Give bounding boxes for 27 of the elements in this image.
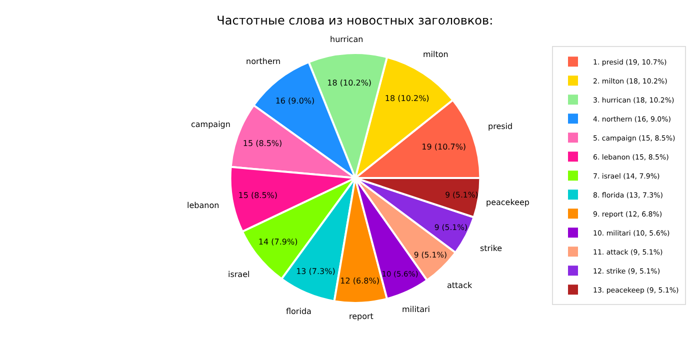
text: report <box>349 312 374 321</box>
text: peacekeep <box>486 198 530 207</box>
data-label: 14 (7.9%) <box>258 238 298 247</box>
chart-title: Частотные слова из новостных заголовков: <box>216 13 494 28</box>
text: presid <box>488 122 513 131</box>
data-label: 9 (5.1%) <box>434 223 468 232</box>
data-label: 16 (9.0%) <box>275 96 315 106</box>
text: northern <box>246 57 281 66</box>
text: lebanon <box>187 201 220 210</box>
data-label: 9 (5.1%) <box>445 190 478 200</box>
data-label: 15 (8.5%) <box>238 190 278 200</box>
text: attack <box>447 281 472 290</box>
text: campaign <box>191 120 230 129</box>
data-label: 10 (5.6%) <box>382 270 418 279</box>
data-label: 15 (8.5%) <box>242 139 282 148</box>
text: milton <box>423 50 448 59</box>
text: strike <box>480 244 502 253</box>
data-label: 9 (5.1%) <box>414 250 448 260</box>
data-label: 18 (10.2%) <box>384 94 430 103</box>
data-label: 12 (6.8%) <box>340 276 380 286</box>
text: israel <box>228 270 250 279</box>
text: militari <box>402 305 430 314</box>
text: florida <box>286 307 312 316</box>
data-label: 18 (10.2%) <box>327 78 372 88</box>
text: hurrican <box>330 35 364 44</box>
data-label: 13 (7.3%) <box>296 267 336 276</box>
data-label: 19 (10.7%) <box>422 142 466 152</box>
